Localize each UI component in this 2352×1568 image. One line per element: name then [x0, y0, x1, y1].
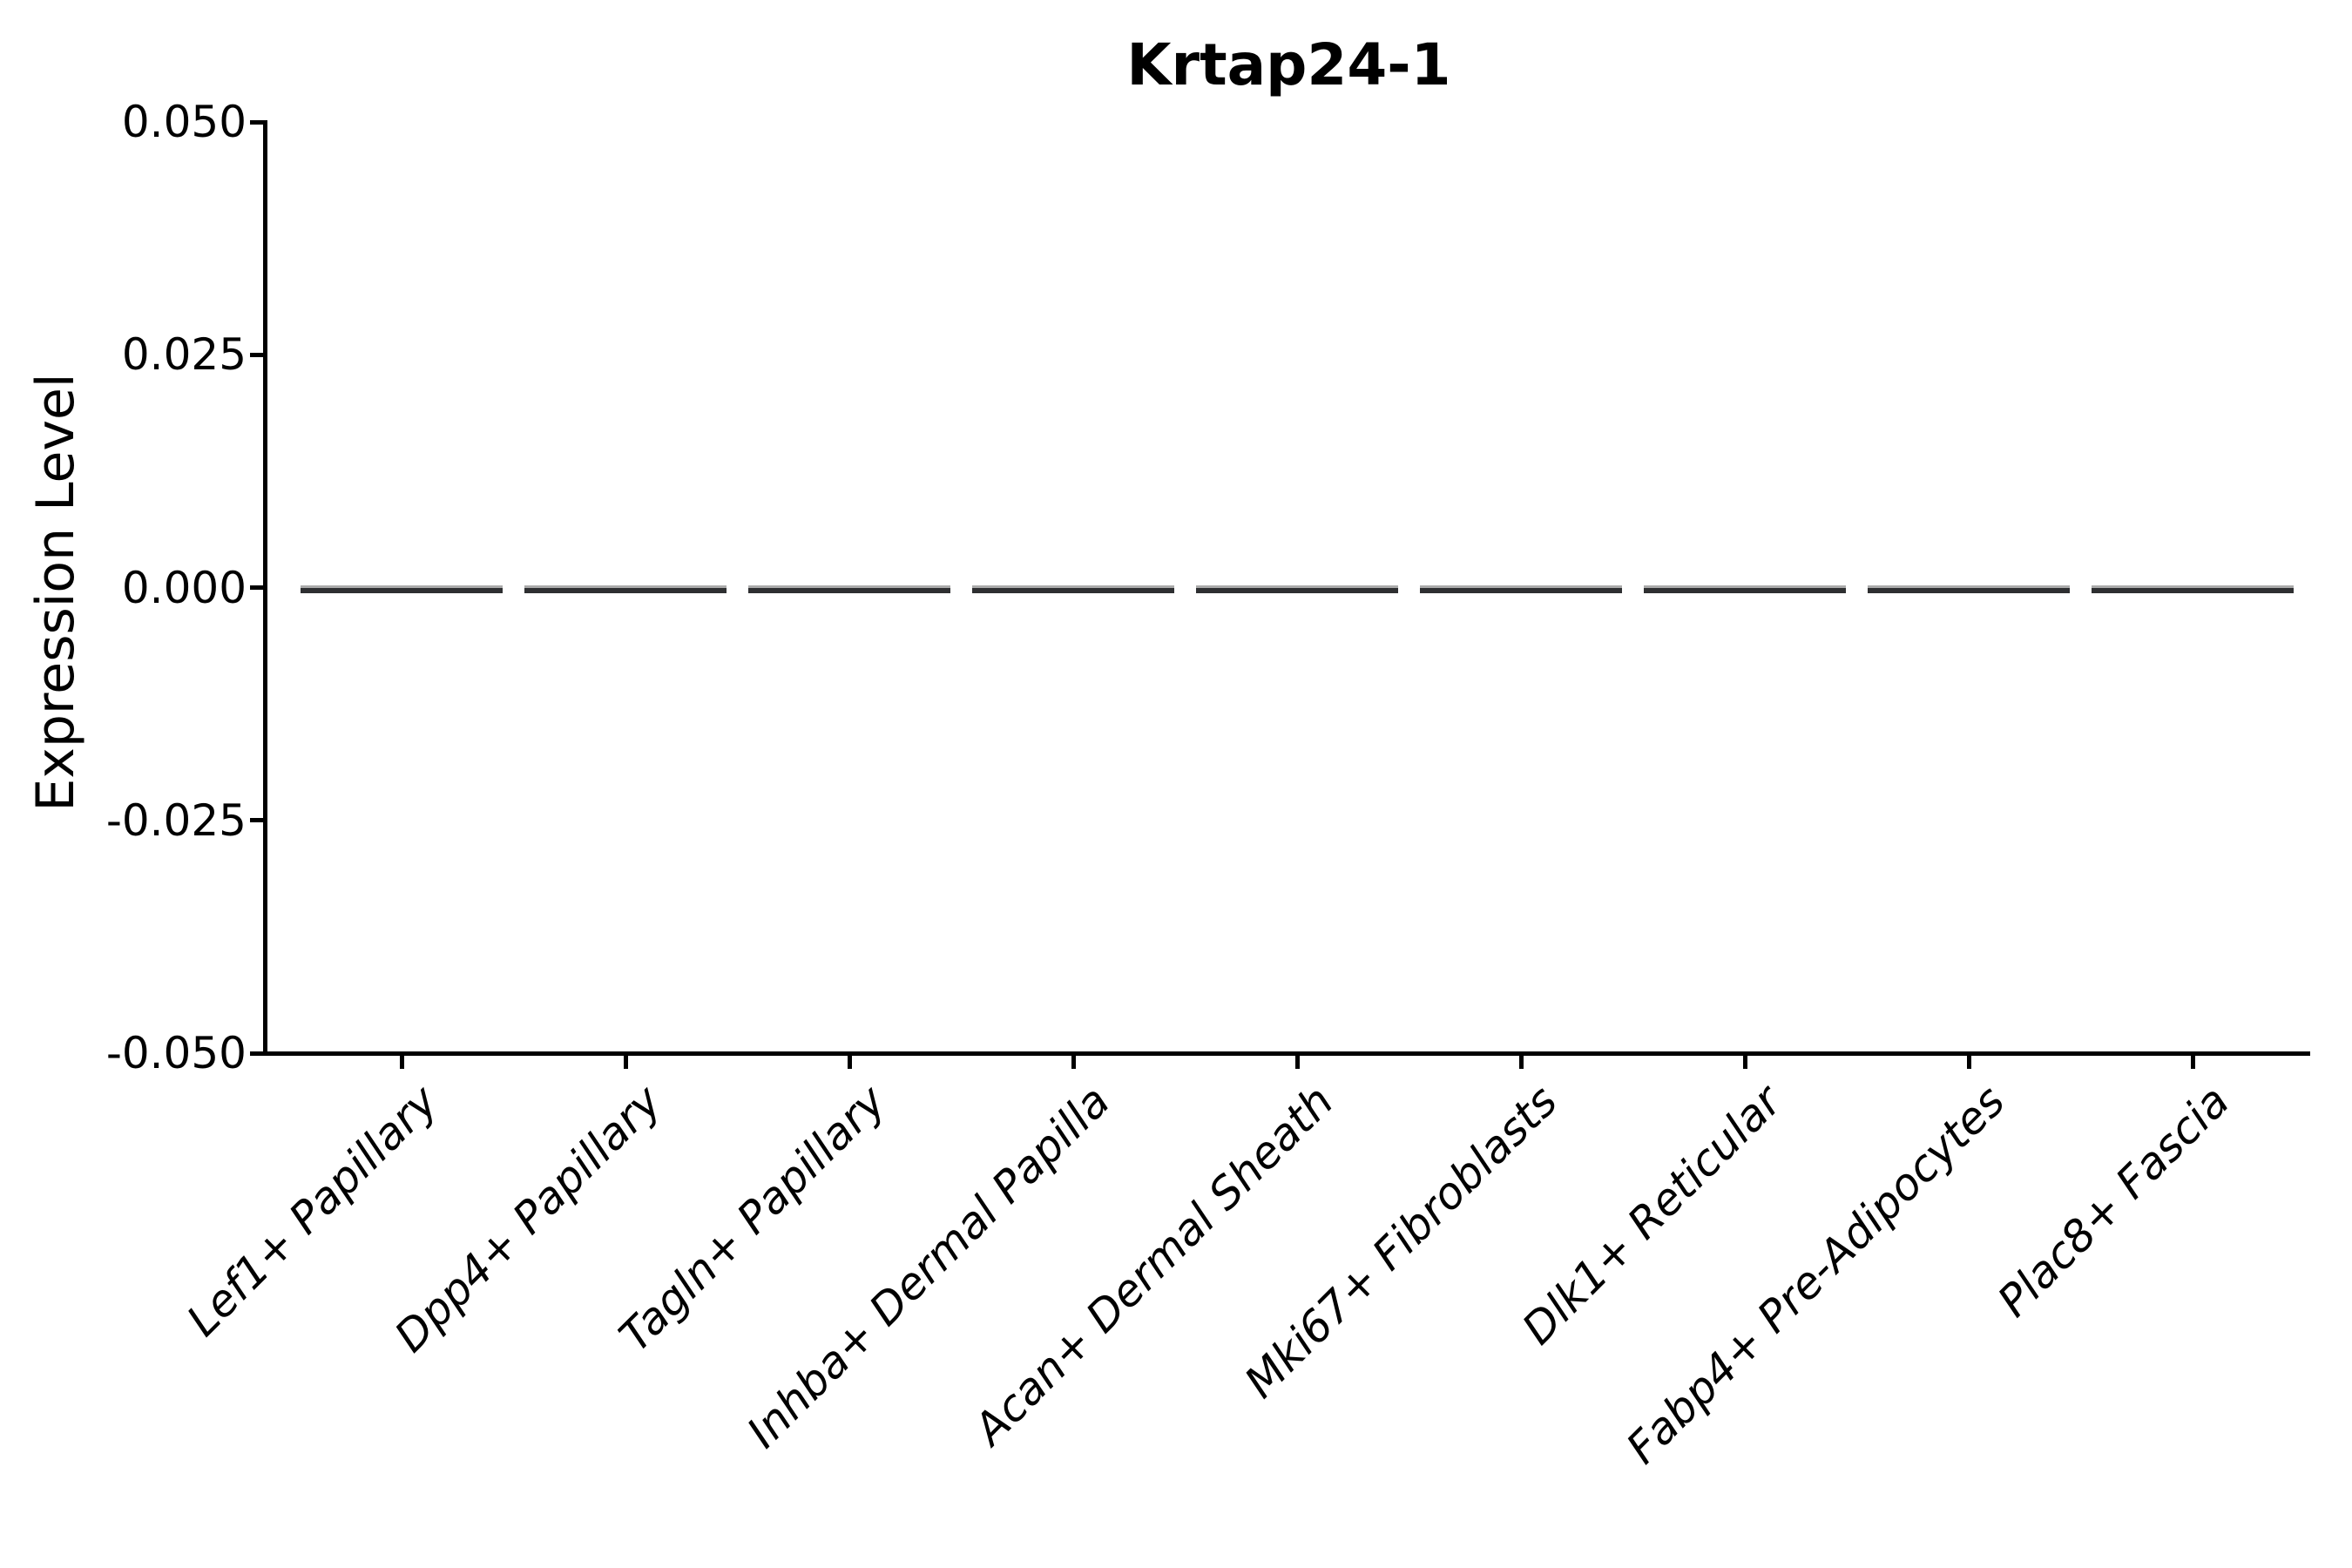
- y-tick-label: 0.000: [121, 562, 247, 613]
- x-tick-mark: [1518, 1056, 1524, 1069]
- y-tick-mark: [250, 119, 263, 125]
- x-tick-mark: [623, 1056, 628, 1069]
- y-tick-label: 0.050: [121, 97, 247, 147]
- y-tick-mark: [250, 818, 263, 823]
- y-tick-mark: [250, 352, 263, 357]
- x-tick-label: Fabp4+ Pre-Adipocytes: [1617, 1075, 2015, 1474]
- violin-collapsed-line: [1420, 585, 1622, 593]
- chart-title: Krtap24-1: [1126, 31, 1451, 98]
- violin-collapsed-line: [972, 585, 1174, 593]
- x-tick-label: Plac8+ Fascia: [1987, 1075, 2239, 1327]
- violin-collapsed-line: [1868, 585, 2070, 593]
- x-tick-mark: [847, 1056, 852, 1069]
- x-tick-mark: [399, 1056, 404, 1069]
- violin-collapsed-line: [748, 585, 950, 593]
- x-tick-mark: [2190, 1056, 2195, 1069]
- x-tick-mark: [1742, 1056, 1747, 1069]
- y-axis-label: Expression Level: [25, 373, 86, 812]
- y-tick-label: -0.050: [105, 1028, 247, 1078]
- violin-collapsed-line: [2092, 585, 2294, 593]
- y-tick-label: 0.025: [121, 329, 247, 381]
- y-axis-spine: [263, 120, 267, 1056]
- x-tick-mark: [1294, 1056, 1300, 1069]
- x-tick-label: Acan+ Dermal Sheath: [964, 1075, 1343, 1455]
- x-tick-mark: [1071, 1056, 1076, 1069]
- y-tick-mark: [250, 585, 263, 590]
- x-axis-spine: [263, 1051, 2310, 1056]
- y-tick-label: -0.025: [105, 794, 247, 846]
- violin-collapsed-line: [1196, 585, 1398, 593]
- violin-collapsed-line: [301, 585, 503, 593]
- x-tick-mark: [1966, 1056, 1971, 1069]
- x-tick-label: Inhba+ Dermal Papilla: [737, 1075, 1119, 1458]
- y-tick-mark: [250, 1051, 263, 1056]
- violin-collapsed-line: [524, 585, 727, 593]
- violin-collapsed-line: [1644, 585, 1846, 593]
